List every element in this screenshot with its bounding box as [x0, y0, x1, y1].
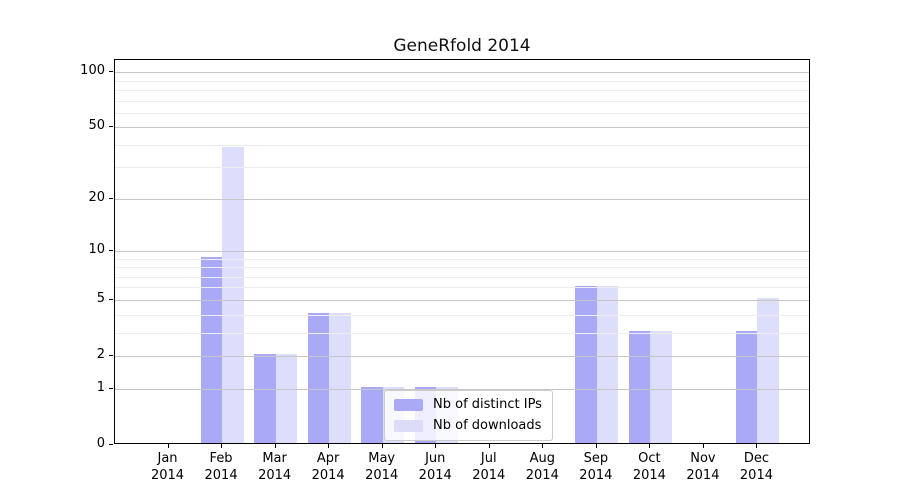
gridline-major: [115, 299, 809, 301]
x-axis-tick: [595, 444, 597, 448]
y-axis-tick: [109, 443, 113, 445]
y-axis-tick: [109, 298, 113, 300]
x-axis-tick-label: Oct 2014: [632, 451, 666, 483]
x-axis-tick: [435, 444, 437, 448]
gridline-major: [115, 72, 809, 74]
bar-distinct-ips: [628, 331, 651, 443]
bar-downloads: [275, 354, 298, 443]
bar-distinct-ips: [575, 285, 597, 443]
x-axis-tick: [488, 444, 490, 448]
y-axis-tick: [109, 387, 113, 389]
gridline-minor: [115, 314, 809, 316]
bar-distinct-ips: [361, 387, 383, 443]
y-axis-tick-label: 100: [80, 63, 105, 79]
y-axis-tick-label: 0: [96, 435, 105, 451]
x-axis-tick-label: May 2014: [365, 451, 399, 483]
legend-label-downloads: Nb of downloads: [433, 418, 542, 433]
legend-swatch-downloads: [394, 420, 423, 432]
gridline-minor: [115, 80, 809, 82]
y-axis-tick: [109, 197, 113, 199]
x-axis-tick-label: Aug 2014: [525, 451, 559, 483]
bar-distinct-ips: [200, 257, 223, 443]
x-axis-tick-label: Apr 2014: [311, 451, 345, 483]
x-axis-tick-label: Mar 2014: [258, 451, 292, 483]
gridline-major: [115, 251, 809, 252]
bar-downloads: [222, 147, 244, 443]
x-axis-tick: [221, 444, 223, 448]
x-axis-tick: [328, 444, 330, 448]
plot-area: Nb of distinct IPs Nb of downloads: [114, 59, 810, 444]
gridline-minor: [115, 112, 809, 114]
x-axis-tick: [167, 444, 169, 448]
gridline-major: [115, 127, 809, 129]
x-axis-tick-label: Jun 2014: [418, 451, 452, 483]
x-axis-tick: [542, 444, 544, 448]
y-axis-tick: [109, 250, 113, 251]
gridline-major: [115, 388, 809, 390]
legend-label-distinct-ips: Nb of distinct IPs: [433, 397, 542, 412]
gridline-minor: [115, 287, 809, 289]
x-axis-tick-label: Jul 2014: [472, 451, 506, 483]
x-axis-tick-label: Nov 2014: [686, 451, 720, 483]
gridline-minor: [115, 332, 809, 334]
chart-title: GeneRfold 2014: [393, 36, 531, 56]
bar-downloads: [596, 285, 619, 443]
y-axis-tick-label: 20: [88, 189, 105, 205]
x-axis-tick: [702, 444, 704, 448]
x-axis-tick: [756, 444, 758, 448]
y-axis-tick-label: 10: [88, 242, 105, 257]
x-axis-tick: [274, 444, 276, 448]
gridline-major: [115, 355, 809, 357]
bar-distinct-ips: [735, 331, 758, 443]
gridline-major: [115, 198, 809, 200]
y-axis-tick: [109, 126, 113, 128]
gridline-minor: [115, 100, 809, 102]
legend: Nb of distinct IPs Nb of downloads: [384, 390, 553, 441]
bar-downloads: [329, 313, 351, 443]
bar-downloads: [650, 331, 672, 443]
x-axis-tick-label: Jan 2014: [150, 451, 185, 483]
y-axis-tick-label: 1: [96, 379, 105, 395]
gridline-minor: [115, 276, 809, 278]
x-axis-tick-label: Dec 2014: [739, 451, 773, 483]
gridline-minor: [115, 267, 809, 269]
bar-distinct-ips: [254, 354, 276, 443]
gridline-minor: [115, 144, 809, 146]
gridline-minor: [115, 167, 809, 169]
legend-swatch-distinct-ips: [394, 399, 423, 411]
x-axis-tick: [381, 444, 383, 448]
legend-item-downloads: Nb of downloads: [394, 419, 542, 433]
gridline-minor: [115, 258, 809, 260]
y-axis-tick-label: 5: [96, 290, 105, 306]
gridline-minor: [115, 89, 809, 91]
y-axis-tick: [109, 354, 113, 356]
y-axis-tick-label: 50: [88, 118, 105, 134]
bar-distinct-ips: [307, 313, 330, 443]
y-axis-tick: [109, 71, 113, 73]
x-axis-tick-label: Feb 2014: [204, 451, 238, 483]
x-axis-tick: [649, 444, 651, 448]
bar-downloads: [757, 298, 779, 443]
x-axis-tick-label: Sep 2014: [579, 451, 613, 483]
y-axis-tick-label: 2: [96, 346, 105, 362]
legend-item-distinct-ips: Nb of distinct IPs: [394, 398, 542, 412]
